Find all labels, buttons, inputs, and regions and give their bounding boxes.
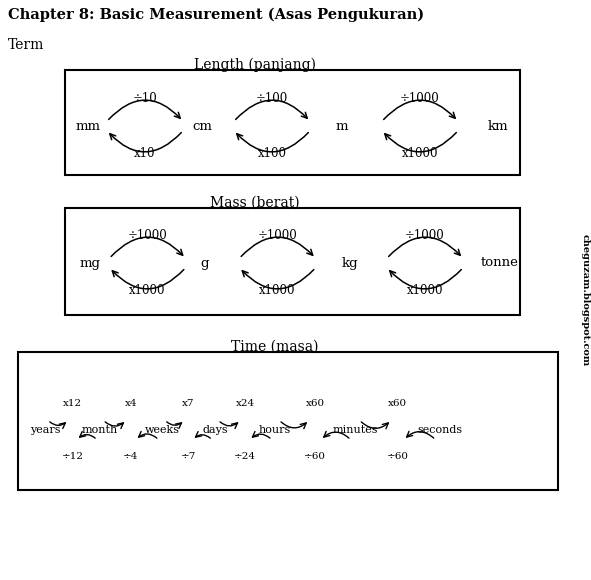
Text: Mass (berat): Mass (berat) (210, 196, 300, 210)
Text: mm: mm (76, 119, 100, 132)
Text: tonne: tonne (481, 256, 519, 270)
Text: minutes: minutes (332, 425, 378, 435)
Text: ÷24: ÷24 (234, 452, 256, 461)
Text: kg: kg (342, 256, 358, 270)
Text: x12: x12 (63, 399, 82, 408)
Text: x1000: x1000 (402, 147, 439, 160)
Bar (65, 70, 520, 175)
Text: cm: cm (192, 119, 212, 132)
Text: x1000: x1000 (129, 284, 165, 297)
Text: cheguzam.blogspot.com: cheguzam.blogspot.com (580, 234, 589, 366)
Text: x24: x24 (235, 399, 255, 408)
Text: x60: x60 (388, 399, 407, 408)
Text: km: km (488, 119, 508, 132)
Text: x4: x4 (125, 399, 137, 408)
Text: x7: x7 (182, 399, 195, 408)
Text: mg: mg (80, 256, 100, 270)
Text: seconds: seconds (417, 425, 463, 435)
Text: ÷1000: ÷1000 (128, 229, 167, 242)
Text: ÷100: ÷100 (256, 92, 288, 105)
Text: ÷10: ÷10 (132, 92, 157, 105)
Bar (65, 208, 520, 315)
Text: Length (panjang): Length (panjang) (194, 58, 316, 72)
Text: month: month (82, 425, 118, 435)
Bar (18, 352, 558, 490)
Text: hours: hours (259, 425, 291, 435)
Text: x1000: x1000 (259, 284, 296, 297)
Text: Term: Term (8, 38, 44, 52)
Text: years: years (30, 425, 60, 435)
Text: ÷4: ÷4 (124, 452, 139, 461)
Text: ÷1000: ÷1000 (405, 229, 445, 242)
Text: ÷1000: ÷1000 (258, 229, 297, 242)
Text: ÷60: ÷60 (304, 452, 326, 461)
Text: x100: x100 (258, 147, 287, 160)
Text: Chapter 8: Basic Measurement (Asas Pengukuran): Chapter 8: Basic Measurement (Asas Pengu… (8, 8, 424, 23)
Text: Time (masa): Time (masa) (231, 340, 319, 354)
Text: weeks: weeks (145, 425, 180, 435)
Text: ÷60: ÷60 (387, 452, 408, 461)
Text: m: m (336, 119, 348, 132)
Text: x60: x60 (306, 399, 324, 408)
Text: g: g (201, 256, 209, 270)
Text: ÷7: ÷7 (181, 452, 196, 461)
Text: ÷12: ÷12 (61, 452, 83, 461)
Text: days: days (202, 425, 228, 435)
Text: ÷1000: ÷1000 (400, 92, 440, 105)
Text: x1000: x1000 (407, 284, 443, 297)
Text: x10: x10 (134, 147, 156, 160)
